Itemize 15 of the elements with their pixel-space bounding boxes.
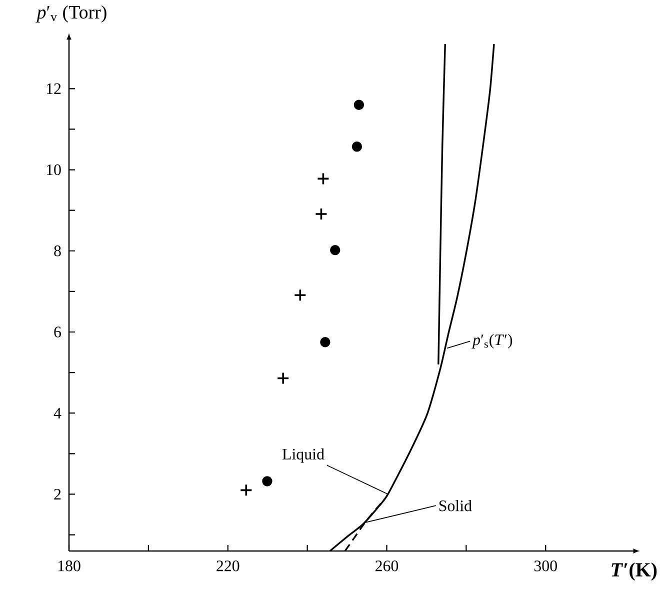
x-tick-label: 180 — [58, 560, 80, 572]
x-tick-label: 260 — [376, 560, 398, 572]
x-axis-title: T′(K) — [612, 562, 657, 581]
y-tick-label: 12 — [46, 83, 61, 94]
y-tick-label: 8 — [54, 246, 61, 256]
y-tick-label: 4 — [54, 408, 62, 418]
y-tick-label: 10 — [46, 164, 61, 176]
y-tick-label: 6 — [54, 326, 62, 338]
y-axis-title: p′$_{v}$ (Torr) — [36, 5, 106, 22]
x-tick-label: 220 — [216, 560, 240, 572]
y-tick-label: 2 — [54, 488, 61, 500]
x-tick-label: 300 — [534, 560, 557, 572]
annotation: p′$_{s}$(T′) — [472, 334, 512, 348]
annotation: Solid — [439, 500, 472, 512]
annotation: Liquid — [282, 448, 324, 463]
